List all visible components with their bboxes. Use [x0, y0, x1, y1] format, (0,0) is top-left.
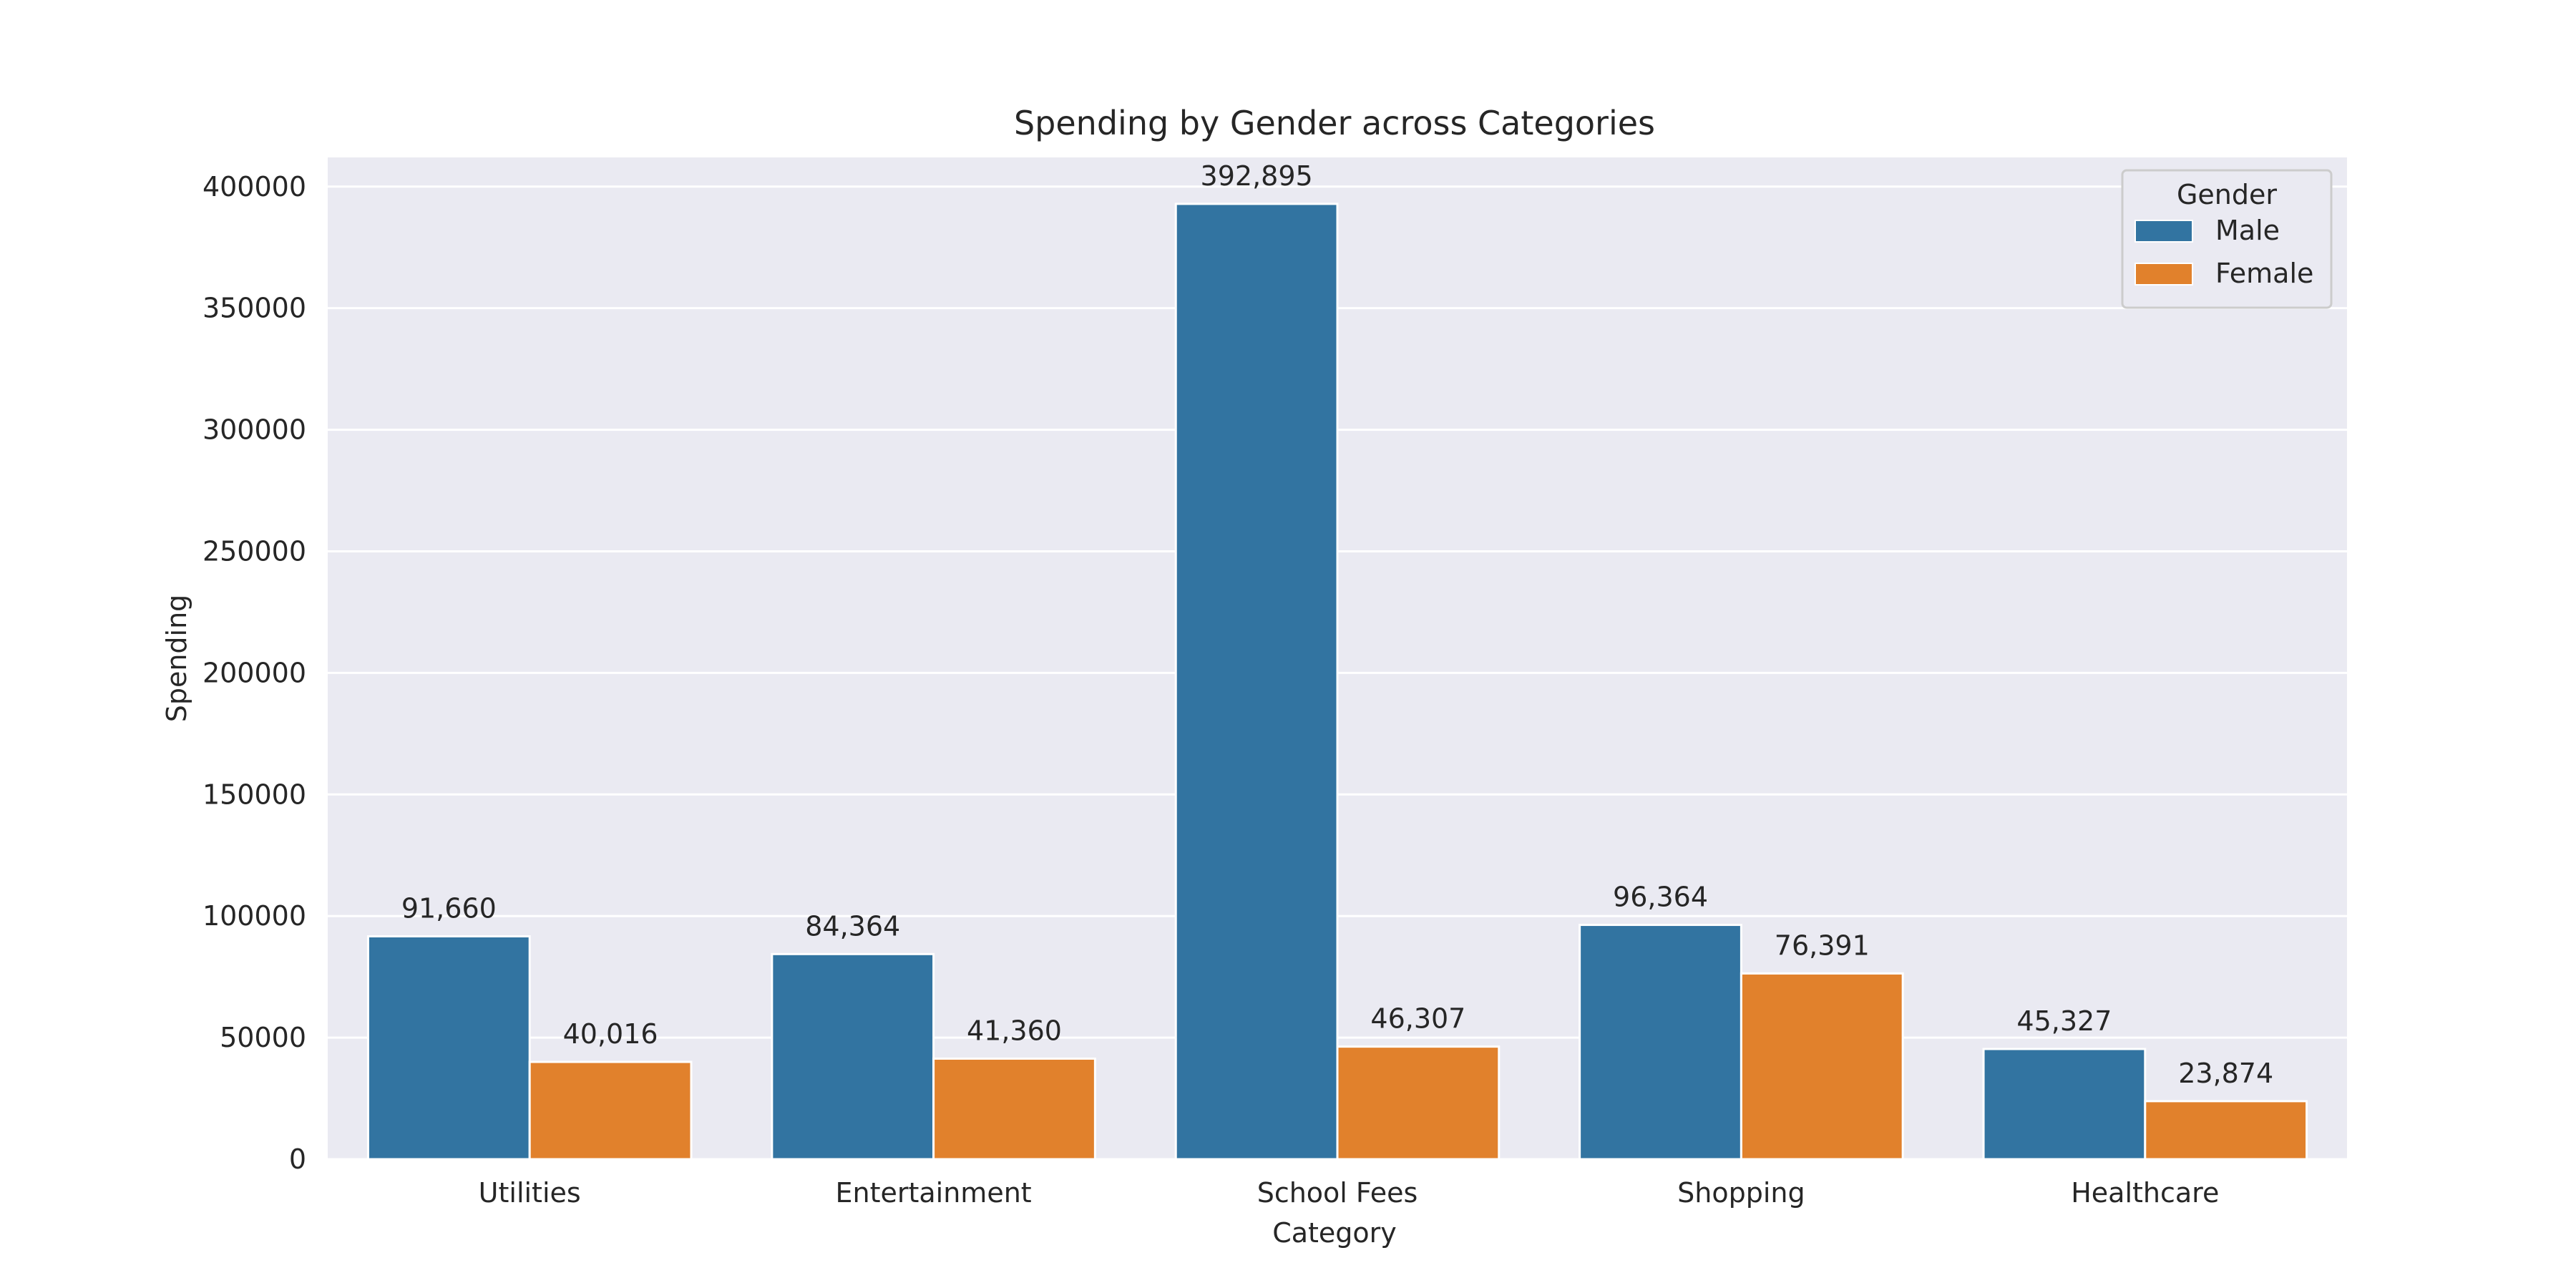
legend-title: Gender — [2177, 179, 2277, 210]
y-tick-label: 0 — [289, 1143, 306, 1175]
x-axis-label: Category — [1272, 1217, 1397, 1249]
y-tick-label: 250000 — [203, 535, 306, 567]
chart-title: Spending by Gender across Categories — [1014, 104, 1655, 142]
y-tick-label: 50000 — [220, 1022, 306, 1053]
data-labels: 91,660 40,016 84,364 41,360 392,895 46,307 96,… — [401, 160, 2273, 1089]
data-label: 45,327 — [2016, 1005, 2112, 1037]
y-tick-label: 300000 — [203, 414, 306, 446]
bar-male — [771, 952, 935, 1161]
bar-female — [1336, 1045, 1501, 1161]
bar-male — [366, 935, 531, 1161]
legend-label-female: Female — [2215, 258, 2313, 289]
x-tick-label: Healthcare — [2071, 1177, 2219, 1209]
legend-items: Male Female — [2135, 215, 2313, 289]
bar-male — [1982, 1048, 2147, 1161]
legend-label-male: Male — [2215, 215, 2280, 246]
y-tick-label: 350000 — [203, 293, 306, 324]
bar-female — [1740, 972, 1904, 1161]
data-label: 76,391 — [1775, 930, 1870, 961]
y-tick-label: 200000 — [203, 657, 306, 688]
x-tick-label: Entertainment — [835, 1177, 1031, 1209]
y-tick-label: 100000 — [203, 900, 306, 932]
legend: Gender Male Female — [2121, 169, 2333, 309]
bar-female — [528, 1060, 693, 1161]
data-label: 392,895 — [1201, 160, 1313, 192]
legend-swatch-male — [2135, 220, 2193, 243]
y-tick-label: 400000 — [203, 171, 306, 203]
x-tick-label: Shopping — [1677, 1177, 1805, 1209]
y-axis-ticks: 0 50000 100000 150000 200000 250000 300000 3500… — [203, 171, 306, 1175]
x-tick-label: School Fees — [1257, 1177, 1418, 1209]
bar-male — [1579, 924, 1742, 1161]
x-tick-label: Utilities — [479, 1177, 581, 1209]
y-axis-label: Spending — [161, 595, 192, 723]
data-label: 40,016 — [563, 1018, 658, 1050]
data-label: 91,660 — [401, 893, 497, 924]
bar-female — [2144, 1100, 2308, 1161]
bar-male — [1174, 203, 1339, 1161]
data-label: 84,364 — [805, 910, 900, 942]
legend-swatch-female — [2135, 263, 2193, 286]
data-label: 46,307 — [1370, 1003, 1465, 1035]
bar-female — [932, 1057, 1096, 1161]
data-label: 23,874 — [2178, 1058, 2273, 1089]
data-label: 41,360 — [967, 1015, 1062, 1046]
y-tick-label: 150000 — [203, 779, 306, 810]
data-label: 96,364 — [1613, 882, 1708, 913]
bars — [366, 203, 2308, 1161]
x-axis-ticks: Utilities Entertainment School Fees Shoppin… — [479, 1177, 2220, 1209]
